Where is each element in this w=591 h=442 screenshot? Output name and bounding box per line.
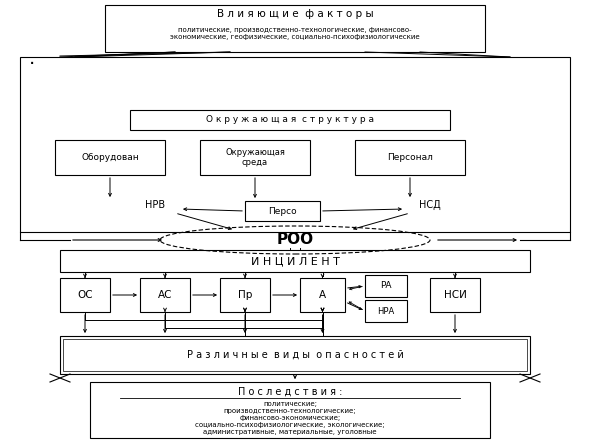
Bar (130, 110, 450, 130)
Bar (365, 275, 407, 297)
Bar (90, 382, 490, 438)
Text: П о с л е д с т в и я :: П о с л е д с т в и я : (238, 387, 342, 397)
Bar (60, 336, 530, 374)
Text: Пр: Пр (238, 290, 252, 300)
Bar (365, 300, 407, 322)
Text: И Н Ц И Л Е Н Т: И Н Ц И Л Е Н Т (251, 256, 339, 266)
Bar (430, 278, 480, 312)
Text: НРА: НРА (378, 306, 395, 316)
Text: Оборудован: Оборудован (81, 153, 139, 162)
Text: НСД: НСД (419, 200, 441, 210)
Bar (220, 278, 270, 312)
Bar (105, 5, 485, 52)
Bar (140, 278, 190, 312)
Text: В л и я ю щ и е  ф а к т о р ы: В л и я ю щ и е ф а к т о р ы (217, 9, 374, 19)
Text: Окружающая
среда: Окружающая среда (225, 148, 285, 167)
Text: НРВ: НРВ (145, 200, 165, 210)
Text: ·: · (29, 56, 35, 75)
Bar (245, 201, 320, 221)
Text: РА: РА (380, 282, 392, 290)
Bar (355, 140, 465, 175)
Text: ОС: ОС (77, 290, 93, 300)
Text: О к р у ж а ю щ а я  с т р у к т у р а: О к р у ж а ю щ а я с т р у к т у р а (206, 115, 374, 125)
Bar (60, 278, 110, 312)
Text: РОО: РОО (277, 232, 314, 248)
Text: политические;
производственно-технологические;
финансово-экономические;
социальн: политические; производственно-технологич… (195, 401, 385, 435)
Bar (300, 278, 345, 312)
Text: А: А (319, 290, 326, 300)
Text: НСИ: НСИ (444, 290, 466, 300)
Text: Р а з л и ч н ы е  в и д ы  о п а с н о с т е й: Р а з л и ч н ы е в и д ы о п а с н о с … (187, 350, 404, 360)
Text: Персонал: Персонал (387, 153, 433, 162)
Text: АС: АС (158, 290, 172, 300)
Text: политические, производственно-технологические, финансово-
экономические, геофизи: политические, производственно-технологич… (170, 27, 420, 40)
Bar (200, 140, 310, 175)
Text: Перco: Перco (268, 206, 297, 216)
Bar (63, 339, 527, 371)
Bar (55, 140, 165, 175)
Bar (20, 57, 570, 232)
Bar (60, 250, 530, 272)
